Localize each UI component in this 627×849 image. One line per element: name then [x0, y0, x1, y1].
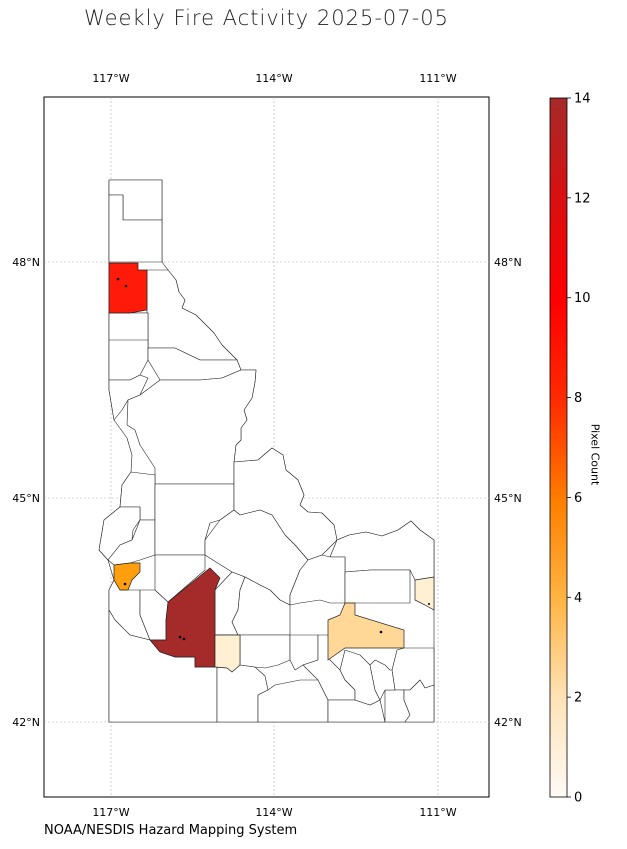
county-south — [214, 634, 241, 673]
colorbar-tick-label: 6 — [574, 491, 582, 506]
county-southwest — [149, 567, 221, 668]
fire-point — [182, 637, 186, 641]
lon-label-top: 111°W — [419, 72, 456, 85]
fire-point — [178, 635, 182, 639]
fire-point — [123, 582, 127, 586]
county-boundaries — [98, 179, 435, 723]
county-south-central — [327, 602, 405, 661]
lon-label-bottom: 111°W — [419, 806, 456, 819]
fire-point — [379, 630, 383, 634]
colorbar-tick-label: 2 — [574, 691, 582, 706]
county-east-border — [414, 576, 435, 611]
county-west-border — [113, 562, 141, 591]
credit-text: NOAA/NESDIS Hazard Mapping System — [44, 823, 298, 838]
colorbar-ticks: 0 2 4 6 8 10 12 14 — [567, 92, 591, 806]
lat-label-left: 45°N — [12, 492, 40, 505]
fire-point — [116, 277, 120, 281]
colorbar-tick-label: 12 — [574, 191, 591, 206]
fire-point — [428, 603, 430, 605]
lat-label-right: 45°N — [494, 492, 522, 505]
colorbar-tick-label: 4 — [574, 591, 582, 606]
colorbar-tick-label: 10 — [574, 291, 591, 306]
lon-label-bottom: 117°W — [92, 806, 129, 819]
colorbar-tick-label: 14 — [574, 92, 591, 107]
county-north-panhandle — [108, 262, 148, 314]
fire-counties — [108, 262, 435, 673]
fire-point — [124, 284, 128, 288]
chart-title: Weekly Fire Activity 2025-07-05 — [84, 6, 449, 30]
lat-label-left: 48°N — [12, 256, 40, 269]
colorbar — [549, 97, 568, 798]
colorbar-label: Pixel Count — [588, 423, 602, 486]
lon-label-top: 114°W — [255, 72, 292, 85]
lon-label-bottom: 114°W — [255, 806, 292, 819]
lat-label-right: 42°N — [494, 716, 522, 729]
lat-label-left: 42°N — [12, 716, 40, 729]
fire-detections — [116, 277, 430, 641]
lat-label-right: 48°N — [494, 256, 522, 269]
lon-label-top: 117°W — [92, 72, 129, 85]
colorbar-tick-label: 0 — [574, 791, 582, 806]
colorbar-tick-label: 8 — [574, 391, 582, 406]
